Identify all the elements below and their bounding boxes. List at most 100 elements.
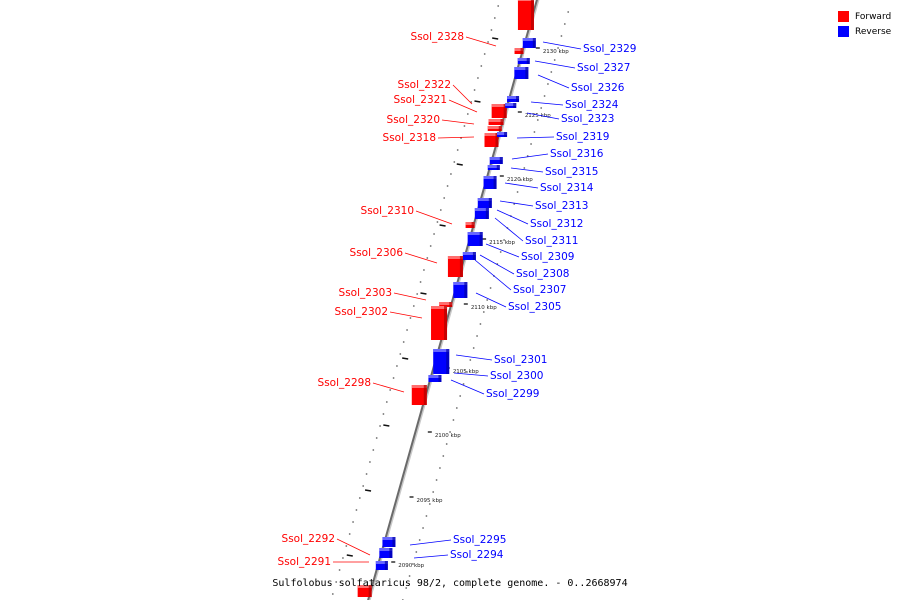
scale-dot bbox=[389, 389, 392, 391]
reverse-gene-block bbox=[507, 96, 520, 102]
forward-gene-block bbox=[488, 119, 504, 125]
gene-leader-line bbox=[409, 539, 452, 546]
scale-dot bbox=[489, 287, 492, 289]
scale-dash bbox=[420, 292, 427, 295]
reverse-gene-label: Ssol_2315 bbox=[545, 166, 598, 178]
reverse-gene-label: Ssol_2329 bbox=[583, 43, 636, 55]
scale-dot bbox=[463, 125, 466, 127]
scale-dash bbox=[346, 554, 353, 557]
scale-dot bbox=[425, 515, 428, 517]
reverse-gene-block bbox=[477, 198, 492, 208]
scale-dash bbox=[402, 357, 409, 360]
gene-leader-line bbox=[526, 112, 560, 120]
scale-dot bbox=[547, 83, 549, 85]
reverse-gene-block bbox=[487, 165, 500, 170]
scale-dot bbox=[480, 65, 483, 67]
gene-leader-line bbox=[465, 36, 497, 47]
scale-dot bbox=[520, 179, 522, 181]
scale-dot bbox=[453, 161, 456, 163]
gene-leader-line bbox=[437, 136, 475, 139]
gene-leader-line bbox=[479, 254, 515, 275]
scale-dot bbox=[408, 575, 411, 577]
gene-leader-line bbox=[336, 538, 371, 556]
genome-caption: Sulfolobus solfataricus 98/2, complete g… bbox=[272, 578, 628, 589]
label-leaders bbox=[333, 36, 582, 563]
forward-gene-label: Ssol_2318 bbox=[383, 132, 436, 144]
forward-gene-block bbox=[465, 222, 475, 228]
scale-dot bbox=[479, 323, 482, 325]
scale-dot bbox=[523, 167, 526, 169]
gene-leader-line bbox=[485, 243, 520, 258]
reverse-gene-block bbox=[433, 349, 450, 374]
gene-leader-line bbox=[537, 74, 570, 89]
reverse-gene-block bbox=[462, 252, 476, 260]
reverse-gene-label: Ssol_2313 bbox=[535, 200, 588, 212]
reverse-swatch bbox=[838, 26, 849, 37]
gene-blocks bbox=[357, 0, 536, 597]
reverse-gene-label: Ssol_2308 bbox=[516, 268, 569, 280]
forward-gene-block bbox=[484, 133, 499, 147]
scale-dot bbox=[487, 41, 489, 43]
reverse-gene-block bbox=[483, 176, 497, 189]
forward-gene-block bbox=[487, 126, 502, 131]
axis-ticks: 2130 kbp 2125 kbp 2120 kbp 2115 kbp 2110 kbp… bbox=[391, 47, 569, 569]
legend-forward: Forward bbox=[838, 9, 891, 24]
axis-tick-label: 2090 kbp bbox=[398, 563, 424, 569]
gene-leader-line bbox=[516, 136, 555, 139]
scale-dot bbox=[396, 365, 398, 367]
gene-leader-line bbox=[389, 311, 423, 319]
forward-gene-label: Ssol_2303 bbox=[339, 287, 392, 299]
reverse-gene-label: Ssol_2323 bbox=[561, 113, 614, 125]
forward-gene-block bbox=[447, 256, 463, 277]
reverse-gene-block bbox=[375, 561, 388, 570]
scale-dot bbox=[497, 5, 500, 7]
scale-dot bbox=[423, 269, 425, 271]
scale-dot bbox=[550, 71, 553, 73]
scale-dot bbox=[466, 113, 469, 115]
scale-dot bbox=[369, 461, 371, 463]
legend: Forward Reverse bbox=[838, 9, 891, 39]
reverse-gene-label: Ssol_2314 bbox=[540, 182, 594, 194]
legend-reverse-label: Reverse bbox=[855, 26, 892, 37]
scale-dot bbox=[477, 77, 479, 79]
scale-dot bbox=[402, 341, 405, 343]
scale-dot bbox=[435, 479, 438, 481]
gene-leader-line bbox=[372, 382, 405, 393]
forward-gene-block bbox=[411, 385, 427, 405]
scale-dot bbox=[415, 551, 418, 553]
forward-gene-label: Ssol_2291 bbox=[278, 556, 331, 568]
forward-gene-label: Ssol_2302 bbox=[335, 306, 388, 318]
scale-dot bbox=[540, 107, 543, 109]
scale-dot bbox=[392, 377, 395, 379]
reverse-gene-label: Ssol_2326 bbox=[571, 82, 625, 94]
scale-dot bbox=[455, 407, 458, 409]
gene-leader-line bbox=[542, 41, 582, 50]
scale-dot bbox=[543, 95, 546, 97]
gene-leader-line bbox=[474, 259, 512, 291]
scale-dot bbox=[436, 221, 439, 223]
scale-dot bbox=[331, 593, 334, 595]
axis-tick-label: 2095 kbp bbox=[417, 498, 443, 504]
reverse-gene-label: Ssol_2295 bbox=[453, 534, 506, 546]
reverse-gene-block bbox=[428, 375, 442, 382]
scale-dot bbox=[530, 143, 532, 145]
gene-leader-line bbox=[475, 292, 507, 308]
reverse-gene-label: Ssol_2311 bbox=[525, 235, 578, 247]
scale-dot bbox=[422, 527, 424, 529]
forward-gene-block bbox=[514, 48, 524, 54]
scale-dot bbox=[490, 29, 493, 31]
scale-dot bbox=[476, 335, 478, 337]
scale-dot bbox=[446, 185, 449, 187]
axis-tick-label: 2100 kbp bbox=[435, 433, 461, 439]
scale-dot bbox=[486, 299, 489, 301]
forward-gene-label: Ssol_2306 bbox=[350, 247, 404, 259]
scale-dot bbox=[567, 11, 570, 13]
gene-leader-line bbox=[413, 554, 449, 559]
scale-dots bbox=[331, 5, 570, 600]
scale-dot bbox=[406, 329, 408, 331]
scale-dot bbox=[345, 545, 348, 547]
scale-dot bbox=[352, 521, 354, 523]
scale-dot bbox=[355, 509, 358, 511]
gene-leader-line bbox=[511, 153, 549, 160]
